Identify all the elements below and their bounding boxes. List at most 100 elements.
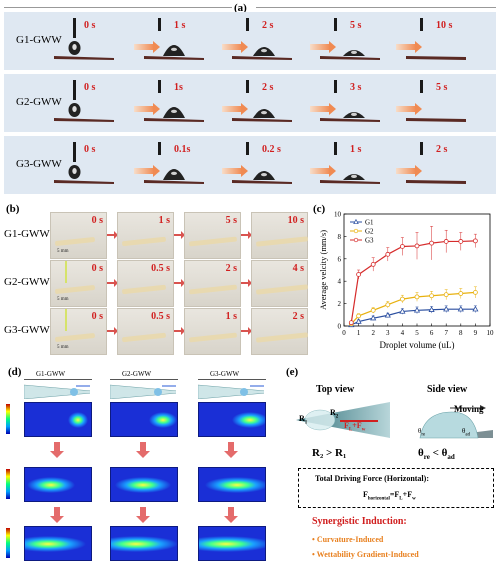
- needle: [73, 80, 76, 100]
- sequence-arrow: [241, 231, 252, 239]
- scale-bar-label: 5 mm: [57, 297, 69, 302]
- radius-relation: R₂ > R₁: [312, 447, 347, 459]
- data-point: [457, 305, 464, 312]
- x-tick-label: 5: [415, 329, 419, 337]
- x-tick-label: 10: [487, 329, 495, 337]
- scale-bar-label: 5 mm: [57, 345, 69, 350]
- fiber-substrate: [406, 118, 466, 122]
- x-tick-label: 9: [474, 329, 478, 337]
- panel-a-time-label: 2 s: [262, 82, 274, 93]
- colorbar: [6, 404, 10, 434]
- legend-marker: [353, 237, 359, 243]
- needle: [158, 80, 161, 93]
- series-line-g2: [350, 291, 476, 325]
- sequence-arrow: [241, 279, 252, 287]
- sequence-arrow: [310, 103, 336, 115]
- droplet-frame: [144, 18, 204, 60]
- panel-e: (e) Top view Side view R1 R2 FL+Fw Movin…: [282, 364, 500, 568]
- sequence-arrow: [174, 231, 185, 239]
- droplet-highlight: [351, 174, 357, 178]
- sequence-arrow: [107, 327, 118, 335]
- data-point: [414, 294, 420, 300]
- panel-d-label: (d): [8, 366, 22, 378]
- droplet-frame: [406, 18, 466, 60]
- needle: [246, 18, 249, 31]
- needle: [246, 142, 249, 155]
- panel-a-time-label: 10 s: [436, 20, 453, 31]
- panel-a-time-label: 1 s: [174, 20, 186, 31]
- top-view-title: Top view: [316, 384, 355, 395]
- data-point: [356, 313, 361, 319]
- panel-a-time-label: 1 s: [350, 144, 362, 155]
- data-point: [355, 318, 362, 324]
- x-tick-label: 1: [357, 329, 361, 337]
- panel-a-time-label: 0 s: [84, 20, 96, 31]
- synergy-title: Synergistic Induction:: [312, 516, 407, 527]
- data-point: [458, 291, 464, 296]
- panel-a-time-label: 5 s: [350, 20, 362, 31]
- sequence-arrow: [222, 103, 248, 115]
- sequence-arrow: [310, 41, 336, 53]
- flow-heatmap: [198, 467, 266, 502]
- panel-a-time-label: 1s: [174, 82, 183, 93]
- panel-d-column-rule: [198, 379, 266, 380]
- sequence-down-arrow: [50, 442, 64, 458]
- sequence-arrow: [310, 165, 336, 177]
- needle: [334, 142, 337, 155]
- sequence-down-arrow: [136, 507, 150, 523]
- panel-d-column-title: G3-GWW: [210, 370, 240, 378]
- sequence-arrow: [396, 41, 422, 53]
- driving-force-title: Total Driving Force (Horizontal):: [315, 474, 429, 483]
- side-view-title: Side view: [427, 384, 468, 395]
- data-point: [429, 293, 435, 299]
- data-point: [370, 262, 376, 267]
- cone-schematic: [198, 384, 264, 399]
- cone-shape: [110, 384, 176, 399]
- panel-b-time-label: 0 s: [91, 263, 103, 274]
- data-point: [348, 320, 354, 326]
- droplet-frame: [406, 142, 466, 184]
- fiber-photo: 0.5 s: [117, 260, 174, 307]
- x-tick-label: 6: [430, 329, 434, 337]
- data-point: [429, 240, 435, 246]
- droplet-frame: [320, 80, 380, 122]
- droplet-frame: [320, 142, 380, 184]
- flow-heatmap: [110, 402, 178, 437]
- needle: [73, 18, 76, 38]
- fiber-substrate: [144, 118, 204, 122]
- needle: [420, 142, 423, 155]
- data-point: [400, 244, 405, 249]
- droplet-frame: [54, 18, 114, 60]
- fiber: [188, 236, 238, 247]
- fiber-substrate: [232, 118, 292, 122]
- fiber-substrate: [54, 118, 114, 122]
- fiber-photo: 10 s: [251, 212, 309, 259]
- flow-heatmap: [24, 402, 92, 437]
- sequence-arrow: [107, 231, 118, 239]
- panel-a-time-label: 2 s: [436, 144, 448, 155]
- sequence-down-arrow: [50, 507, 64, 523]
- fiber-substrate: [144, 180, 204, 184]
- sequence-arrow: [134, 103, 160, 115]
- panel-d-column-rule: [24, 379, 92, 380]
- theta-ad-label: θad: [462, 427, 471, 438]
- legend-label: G3: [365, 237, 374, 245]
- panel-a-row-label: G2-GWW: [16, 96, 62, 108]
- fiber-photo: 4 s: [251, 260, 309, 307]
- sequence-arrow: [396, 165, 422, 177]
- data-point: [472, 305, 479, 312]
- legend-marker: [353, 218, 359, 225]
- data-point: [472, 290, 478, 295]
- needle: [158, 142, 161, 155]
- y-tick-label: 6: [338, 255, 342, 263]
- fiber-photo: 0 s 5 mm: [50, 260, 107, 307]
- fiber: [54, 332, 96, 343]
- legend-label: G1: [365, 219, 374, 227]
- x-tick-label: 4: [401, 329, 405, 337]
- x-axis-label: Droplet volume (uL): [380, 340, 455, 350]
- y-tick-label: 2: [338, 300, 342, 308]
- fiber-photo: 0 s 5 mm: [50, 308, 107, 355]
- panel-a-label: (a): [234, 2, 247, 14]
- droplet-frame: [232, 18, 292, 60]
- sequence-down-arrow: [136, 442, 150, 458]
